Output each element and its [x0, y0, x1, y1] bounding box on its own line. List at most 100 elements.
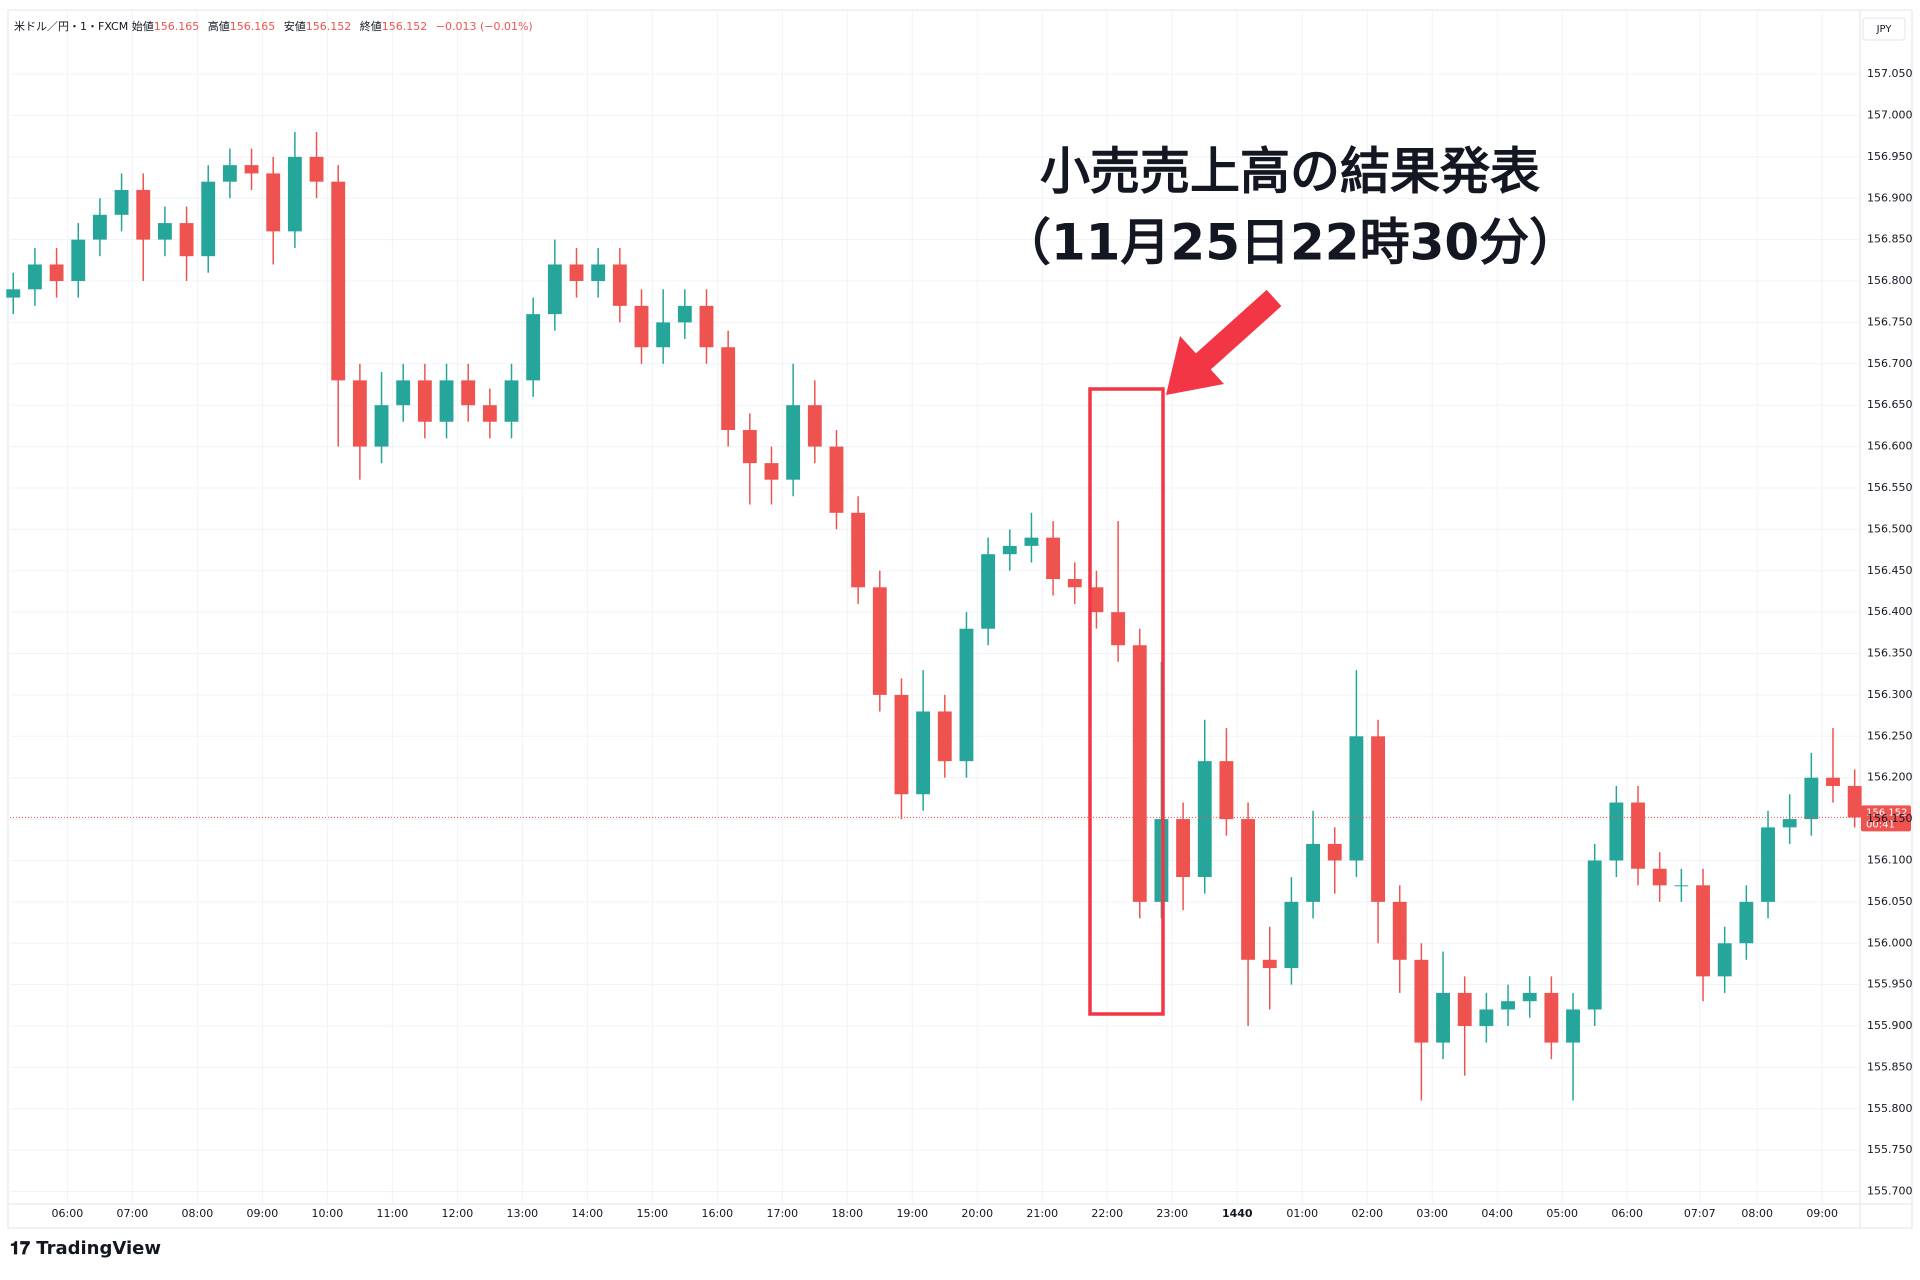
y-tick-label: 155.750 [1867, 1143, 1913, 1156]
candle-body [1414, 959, 1429, 1043]
arrow-shaft [1188, 289, 1282, 377]
y-tick-label: 156.850 [1867, 233, 1913, 246]
candle-body [786, 405, 801, 480]
annotation-line: （11月25日22時30分） [1001, 214, 1579, 272]
candle-body [266, 173, 281, 232]
candle-body [937, 711, 952, 762]
candle-body [894, 694, 909, 795]
candle-body [222, 165, 237, 182]
candle-body [1826, 777, 1840, 786]
candle-body [1067, 579, 1082, 588]
x-tick-label: 09:00 [247, 1207, 279, 1220]
x-tick-label: 22:00 [1091, 1207, 1123, 1220]
logo-text: TradingView [36, 1238, 161, 1259]
x-tick-label: 16:00 [701, 1207, 733, 1220]
candle-body [1046, 537, 1061, 580]
x-tick-label: 18:00 [831, 1207, 863, 1220]
y-tick-label: 156.800 [1867, 274, 1913, 287]
x-tick-label: 14:00 [571, 1207, 603, 1220]
annotation-line: 小売売上高の結果発表 [1040, 143, 1540, 201]
x-tick-label: 11:00 [377, 1207, 409, 1220]
x-tick-label: 05:00 [1546, 1207, 1578, 1220]
candle-body [569, 264, 584, 282]
y-tick-label: 156.950 [1867, 150, 1913, 163]
x-tick-label: 01:00 [1286, 1207, 1318, 1220]
candle-body [1262, 959, 1277, 969]
label: 終値 [359, 20, 382, 33]
label: 高値 [207, 20, 230, 33]
y-tick-label: 156.450 [1867, 564, 1913, 577]
candle-body [1349, 736, 1364, 861]
candle-body [1587, 860, 1602, 1010]
y-tick-label: 155.800 [1867, 1102, 1913, 1115]
y-tick-label: 155.950 [1867, 978, 1913, 991]
candle-body [439, 380, 454, 422]
candle-body [374, 405, 389, 447]
candle-body [27, 264, 42, 290]
x-tick-label: 04:00 [1481, 1207, 1513, 1220]
y-tick-label: 156.250 [1867, 729, 1913, 742]
candle-body [656, 322, 671, 348]
y-tick-label: 156.050 [1867, 895, 1913, 908]
y-tick-label: 156.550 [1867, 481, 1913, 494]
candle-body [916, 711, 931, 795]
y-tick-label: 156.350 [1867, 647, 1913, 660]
candle-body [482, 405, 497, 422]
y-tick-label: 156.300 [1867, 688, 1913, 701]
candle-body [309, 156, 324, 182]
y-tick-label: 156.600 [1867, 440, 1913, 453]
label: 安値 [283, 20, 306, 33]
y-tick-label: 156.900 [1867, 191, 1913, 204]
candle-body [244, 165, 259, 174]
candle-body [1197, 761, 1212, 878]
y-tick-label: 157.050 [1867, 67, 1913, 80]
currency: JPY [1876, 24, 1893, 35]
y-tick-label: 155.850 [1867, 1060, 1913, 1073]
y-tick-label: 156.200 [1867, 771, 1913, 784]
candle-body [1284, 901, 1299, 969]
candle-body [1674, 885, 1689, 887]
candle-body [136, 189, 151, 240]
candle-body [851, 512, 866, 588]
legend-header: 米ドル／円・1・FXCM 始値156.165 高値156.165 安値156.1… [14, 18, 538, 34]
y-tick-label: 156.500 [1867, 522, 1913, 535]
label: 始値 [131, 20, 154, 33]
symbol: 米ドル／円・1・FXCM [14, 20, 129, 33]
price-tag-value: 156.152 [1866, 807, 1907, 818]
candle-body [981, 554, 996, 629]
x-tick-label: 19:00 [896, 1207, 928, 1220]
y-tick-label: 155.900 [1867, 1019, 1913, 1032]
candle-body [461, 380, 476, 406]
frame [7, 9, 1913, 1229]
candle-body [547, 264, 562, 315]
value: 156.165 [153, 20, 200, 33]
logo[interactable]: 𝟏𝟕 TradingView [10, 1238, 161, 1259]
x-tick-label: 12:00 [442, 1207, 474, 1220]
candle-body [634, 305, 649, 348]
candle-body [677, 305, 692, 323]
x-tick-label: 17:00 [766, 1207, 798, 1220]
candle-body [114, 189, 129, 215]
candle-body [1089, 587, 1104, 613]
candle-body [1306, 843, 1321, 902]
candle-body [829, 446, 844, 513]
candles [6, 132, 1862, 1101]
candle-body [179, 223, 194, 257]
value: 156.152 [305, 20, 352, 33]
candle-body [959, 628, 974, 762]
x-tick-label: 10:00 [312, 1207, 344, 1220]
price-tag-countdown: 00:41 [1866, 819, 1895, 830]
x-tick-label: 07:00 [117, 1207, 149, 1220]
candle-body [1847, 785, 1862, 818]
candle-body [1566, 1009, 1580, 1043]
candle-body [1024, 537, 1039, 546]
logo-mark: 𝟏𝟕 [10, 1238, 37, 1259]
candle-body [92, 214, 107, 240]
grid [10, 10, 1859, 1204]
y-tick-label: 156.700 [1867, 357, 1913, 370]
candle-body [1479, 1009, 1494, 1027]
candle-body [1392, 901, 1407, 960]
